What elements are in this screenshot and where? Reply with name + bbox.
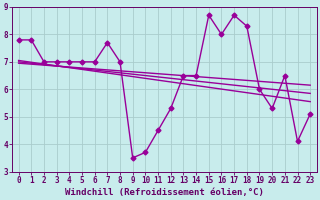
X-axis label: Windchill (Refroidissement éolien,°C): Windchill (Refroidissement éolien,°C) <box>65 188 264 197</box>
